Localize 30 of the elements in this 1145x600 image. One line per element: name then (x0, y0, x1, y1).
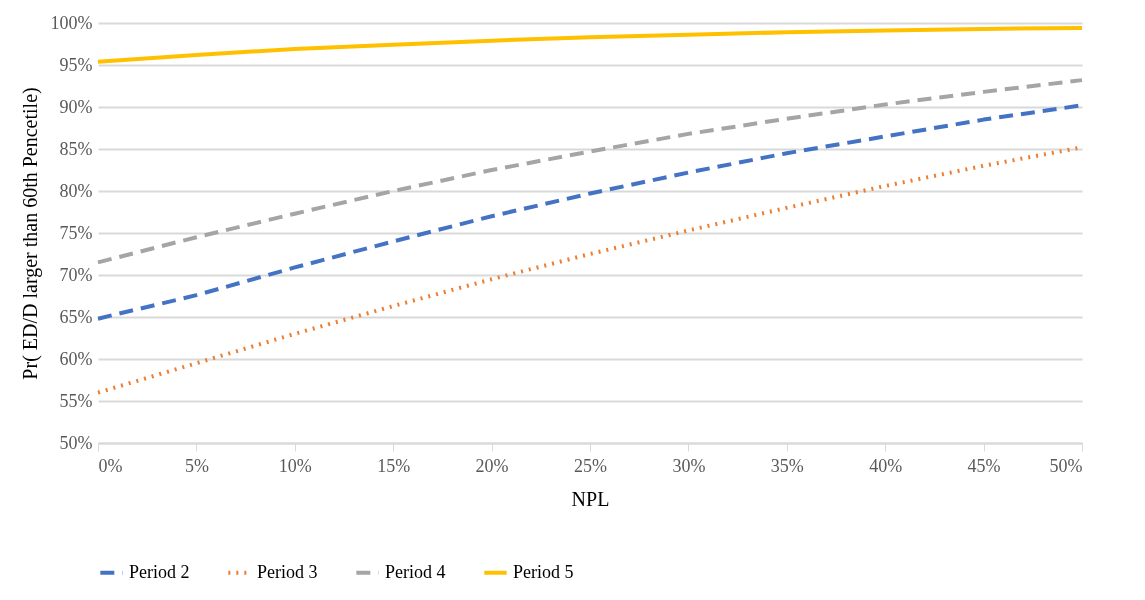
y-axis-title: Pr( ED/D larger than 60th Pencetile) (18, 87, 42, 380)
line-series (96, 26, 1084, 64)
x-tick-label: 35% (770, 455, 804, 476)
y-tick-label: 65% (59, 306, 93, 327)
y-tick-label: 70% (59, 264, 93, 285)
x-tick-label: 45% (967, 455, 1001, 476)
x-axis-title: NPL (571, 487, 610, 510)
y-tick-label: 55% (59, 390, 93, 411)
x-tick-label: 40% (869, 455, 903, 476)
y-tick-label: 75% (59, 222, 93, 243)
legend-label: Period 5 (513, 561, 574, 582)
y-tick-label: 90% (59, 96, 93, 117)
legend-label: Period 3 (257, 561, 318, 582)
line-series (96, 78, 1084, 265)
y-tick-label: 80% (59, 180, 93, 201)
y-tick-label: 85% (59, 138, 93, 159)
y-tick-label: 100% (50, 12, 93, 33)
legend-label: Period 2 (129, 561, 190, 582)
x-tick-label: 0% (98, 455, 123, 476)
x-tick-label: 10% (278, 455, 312, 476)
x-tick-label: 30% (672, 455, 706, 476)
y-tick-label: 50% (59, 432, 93, 453)
x-tick-label: 5% (184, 455, 209, 476)
x-tick-label: 20% (475, 455, 509, 476)
legend-label: Period 4 (385, 561, 446, 582)
x-tick-label: 50% (1049, 455, 1083, 476)
y-tick-label: 60% (59, 348, 93, 369)
x-tick-label: 25% (574, 455, 607, 476)
x-tick-label: 15% (377, 455, 411, 476)
y-tick-label: 95% (59, 54, 93, 75)
